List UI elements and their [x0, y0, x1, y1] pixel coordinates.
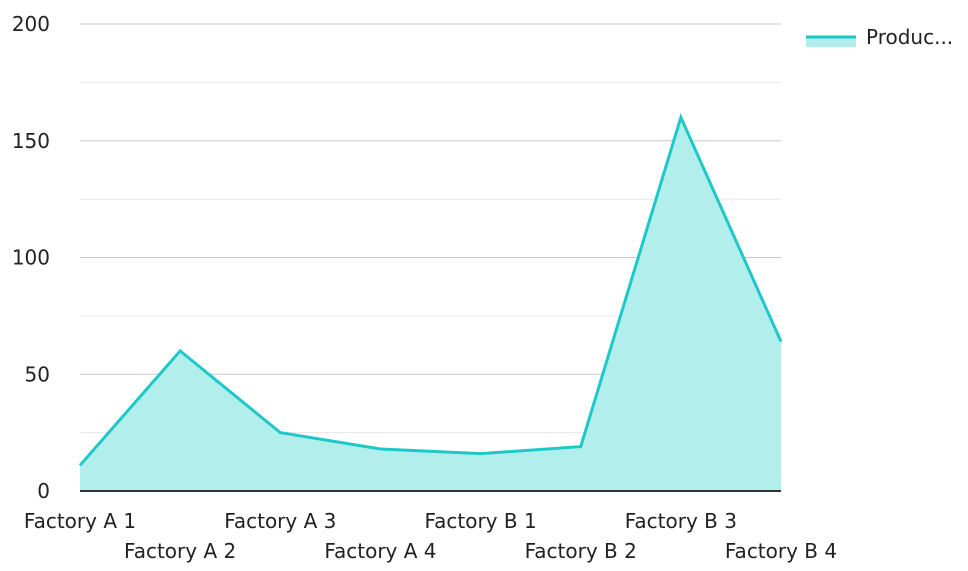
y-tick-label: 50	[25, 362, 50, 386]
y-tick-label: 150	[12, 129, 50, 153]
x-tick-label: Factory B 4	[725, 539, 837, 563]
y-tick-label: 100	[12, 246, 50, 270]
y-tick-label: 200	[12, 12, 50, 36]
x-tick-label: Factory B 2	[525, 539, 637, 563]
y-axis-ticks: 0 50 100 150 200	[12, 12, 50, 503]
x-tick-label: Factory A 3	[224, 509, 336, 533]
area-series	[80, 117, 781, 491]
x-tick-label: Factory A 4	[324, 539, 436, 563]
x-tick-label: Factory B 1	[424, 509, 536, 533]
x-tick-label: Factory A 1	[24, 509, 136, 533]
x-tick-label: Factory A 2	[124, 539, 236, 563]
x-axis-ticks: Factory A 1 Factory A 2 Factory A 3 Factory…	[24, 509, 837, 563]
y-tick-label: 0	[37, 479, 50, 503]
x-tick-label: Factory B 3	[625, 509, 737, 533]
area-fill	[80, 117, 781, 491]
legend-label[interactable]: Produc...	[866, 25, 953, 49]
legend[interactable]: Produc...	[806, 25, 953, 49]
